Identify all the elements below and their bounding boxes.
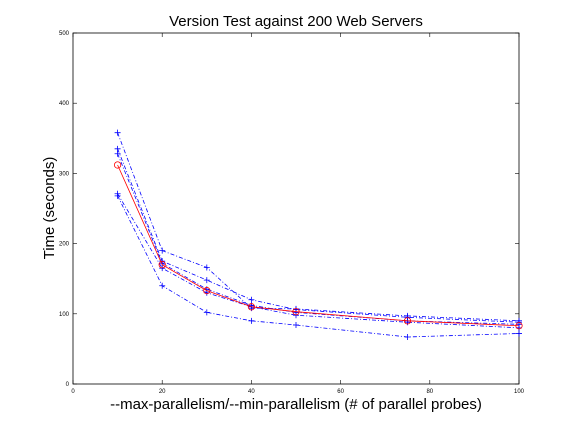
data-point xyxy=(159,282,166,289)
y-axis-label: Time (seconds) xyxy=(41,157,58,260)
y-tick-label: 300 xyxy=(59,171,70,177)
series-line xyxy=(117,153,520,325)
y-tick-label: 400 xyxy=(59,101,70,107)
series-layer xyxy=(114,129,523,340)
data-point xyxy=(293,322,299,329)
data-point xyxy=(114,161,122,169)
series-line xyxy=(117,164,520,327)
x-tick-label: 0 xyxy=(71,389,75,395)
chart-title: Version Test against 200 Web Servers xyxy=(169,13,423,30)
x-axis-label: --max-parallelism/--min-parallelism (# o… xyxy=(110,396,482,413)
series-6 xyxy=(114,161,523,330)
series-line xyxy=(117,193,520,329)
data-point xyxy=(404,333,411,340)
data-point xyxy=(203,277,210,284)
x-tick-label: 60 xyxy=(337,389,344,395)
data-point xyxy=(203,264,210,271)
data-point xyxy=(203,287,211,295)
series-1 xyxy=(114,129,522,324)
x-tick-label: 100 xyxy=(514,389,525,395)
series-5 xyxy=(114,192,522,340)
series-3 xyxy=(114,150,522,328)
x-tick-label: 40 xyxy=(248,389,255,395)
data-point xyxy=(114,150,121,157)
data-point xyxy=(248,296,255,303)
data-point xyxy=(159,247,166,254)
y-tick-label: 500 xyxy=(59,31,70,37)
data-point xyxy=(515,322,523,330)
plot-frame xyxy=(72,32,520,385)
data-point xyxy=(248,317,255,324)
y-tick-label: 100 xyxy=(59,312,70,318)
series-line xyxy=(117,195,520,338)
data-point xyxy=(114,192,121,199)
y-tick-label: 0 xyxy=(66,382,70,388)
axis-ticks: 0 20 40 60 80 100 0 100 200 300 400 500 xyxy=(59,31,525,395)
series-2 xyxy=(114,145,522,326)
series-line xyxy=(117,148,520,323)
data-point xyxy=(516,330,522,337)
data-point xyxy=(516,324,522,331)
y-tick-label: 200 xyxy=(59,242,70,248)
data-point xyxy=(247,303,255,311)
data-point xyxy=(292,308,300,316)
x-tick-label: 80 xyxy=(426,389,433,395)
data-point xyxy=(203,309,210,316)
data-point xyxy=(158,261,166,269)
x-tick-label: 20 xyxy=(159,389,166,395)
series-4 xyxy=(114,190,522,331)
series-line xyxy=(117,132,520,322)
data-point xyxy=(114,129,121,136)
data-point xyxy=(403,317,412,325)
